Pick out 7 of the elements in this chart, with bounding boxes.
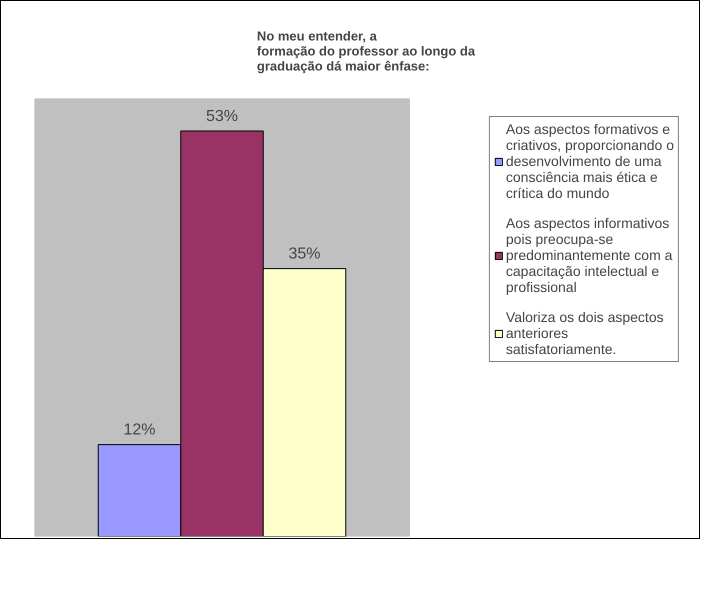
legend-label: Aos aspectos informativos pois preocupa-se predominantemente com a capacitação intelectual e profissional (506, 215, 672, 295)
legend-label: Aos aspectos formativos e criativos, proporcionando o desenvolvimento de uma consciência mais ética e crítica do mundo (506, 121, 674, 201)
data-label: 53% (206, 108, 238, 125)
data-label: 35% (288, 246, 321, 263)
chart-title: No meu entender, a formação do professor ao longo da graduação dá maior ênfase: (256, 28, 476, 74)
data-label: 12% (123, 422, 156, 439)
legend-label: Valoriza os dois aspectos anteriores satisfatoriamente. (506, 309, 664, 357)
